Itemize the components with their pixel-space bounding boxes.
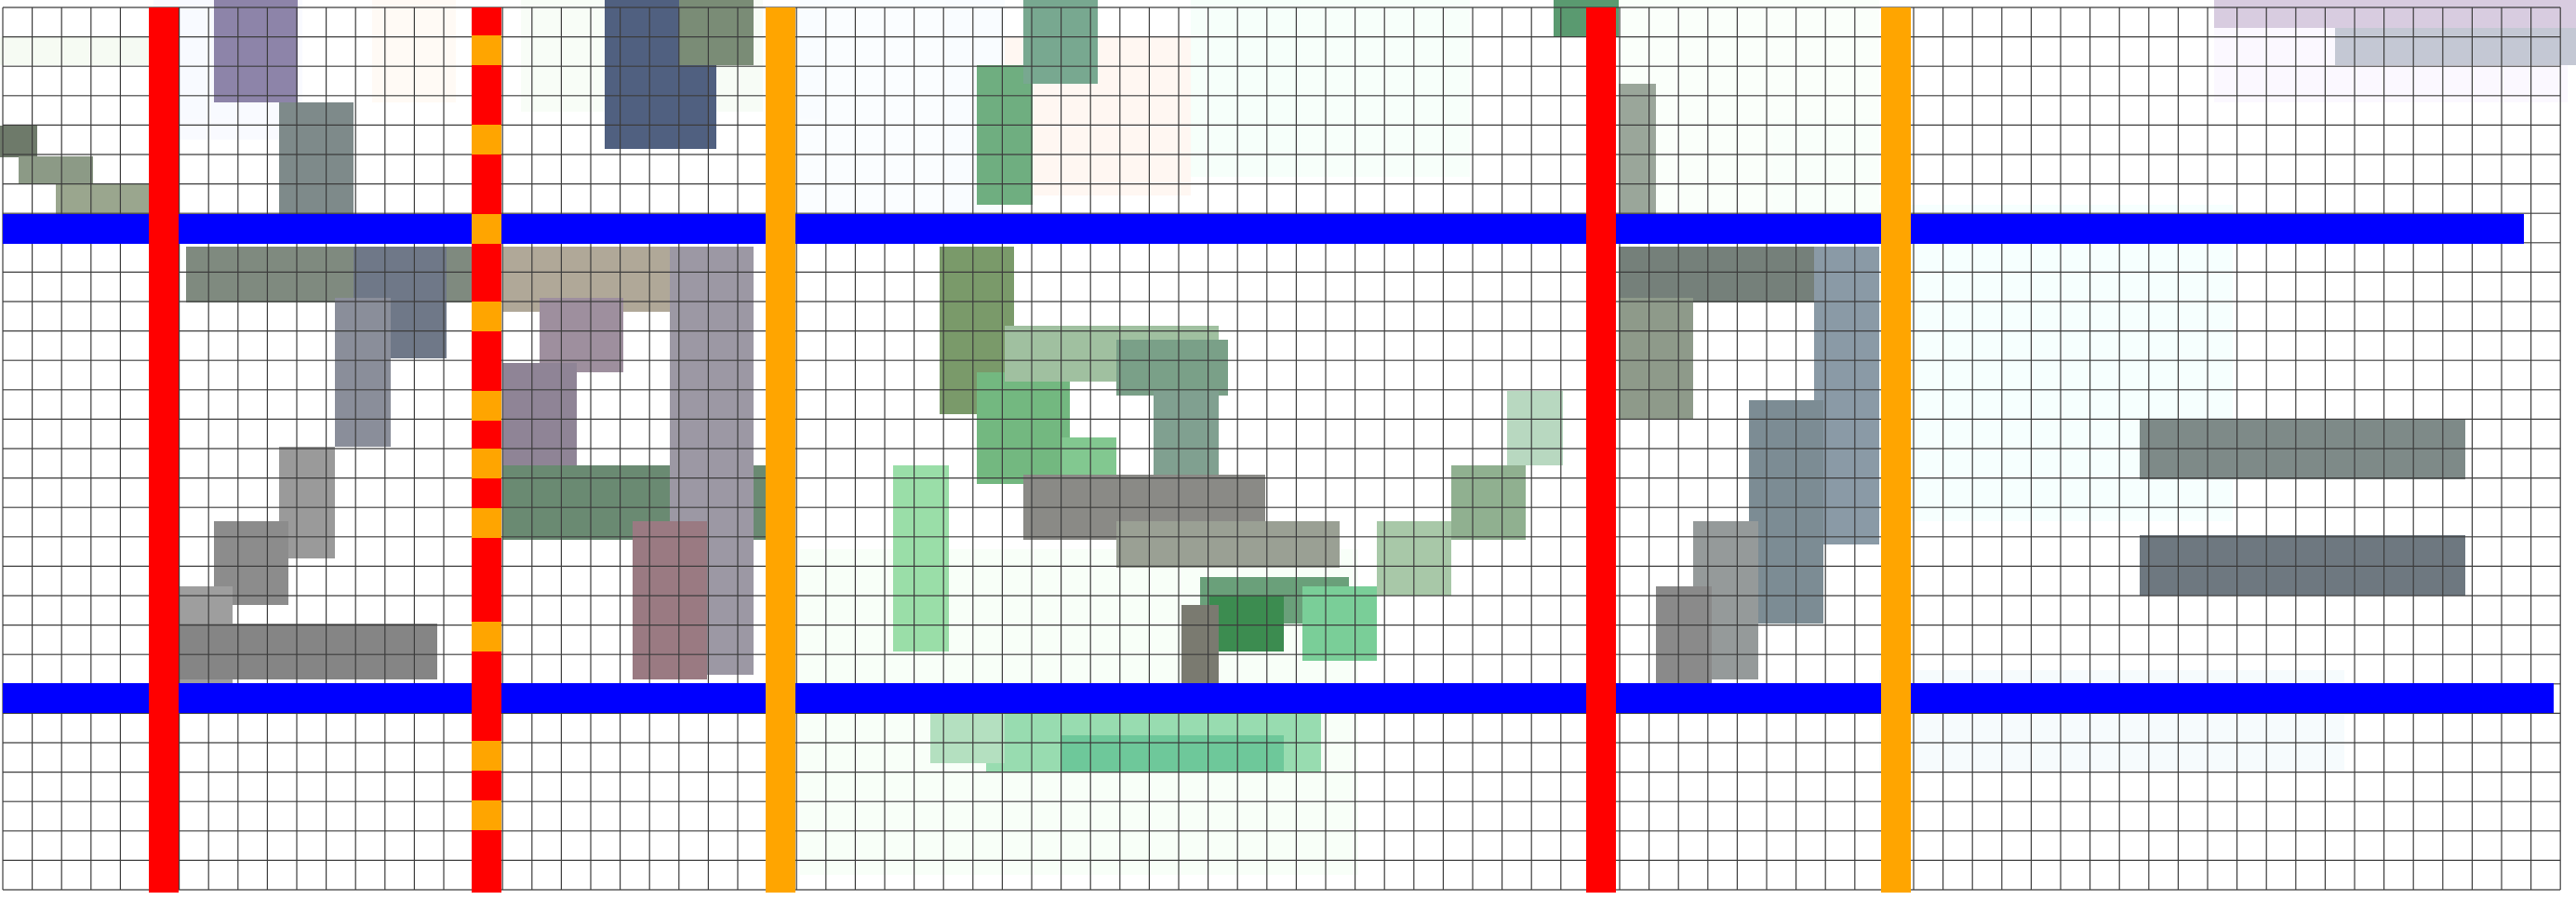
divider-orange-2 [1881,7,1911,893]
divider-red-1 [149,7,179,893]
vertical-dividers [149,7,1911,893]
divider-orange-1 [766,7,795,893]
guide-blue-top [3,214,2524,244]
divider-red-2 [1586,7,1616,893]
guide-blue-bottom [3,683,2554,713]
divider-striped-1 [472,7,501,893]
horizontal-guides [3,214,2554,713]
